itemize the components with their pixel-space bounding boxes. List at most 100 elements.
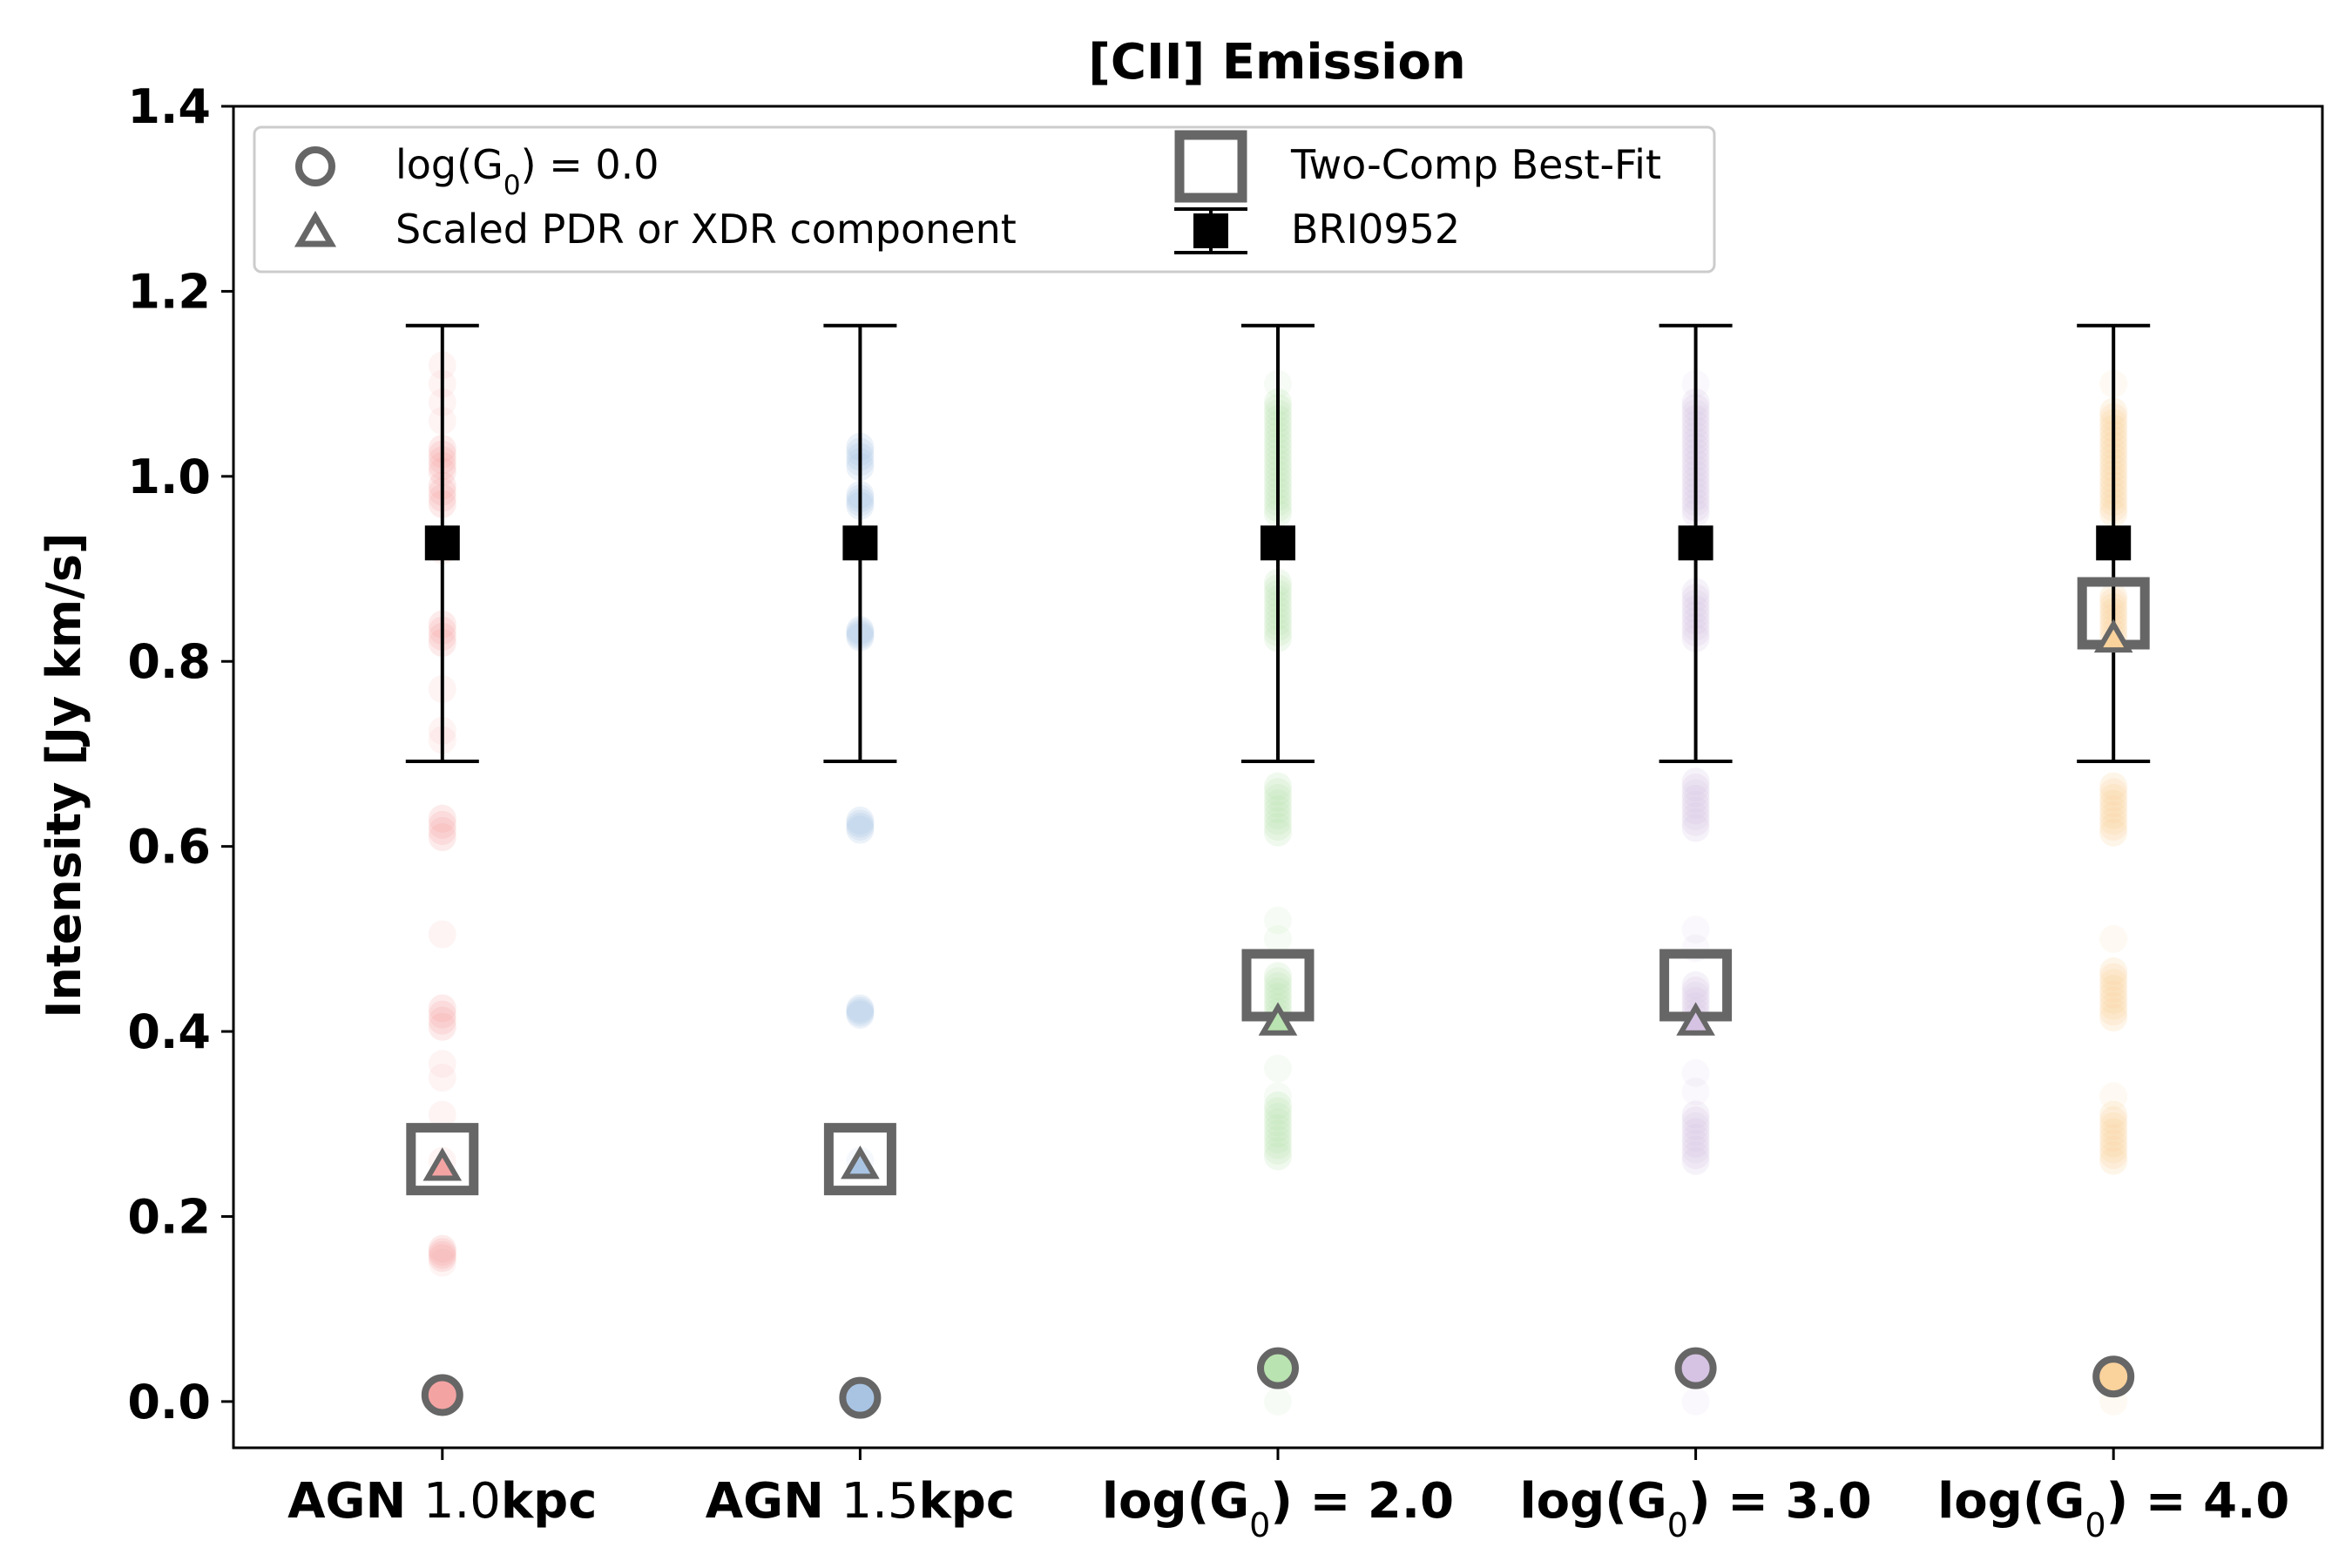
sample-point (1264, 988, 1292, 1017)
best-fit-square (406, 1123, 479, 1196)
sample-point (2099, 1135, 2128, 1164)
sample-point (1681, 1106, 1710, 1135)
sample-point (846, 809, 875, 838)
legend-label: BRI0952 (1291, 206, 1460, 253)
bri0952-errorbar (2077, 323, 2151, 763)
sample-point (2099, 991, 2128, 1020)
sample-point (1264, 807, 1292, 835)
legend-square-marker (1174, 130, 1247, 203)
x-tick-label: log(G0) = 3.0 (1519, 1473, 1871, 1544)
best-fit-square (823, 1123, 896, 1196)
y-tick-label: 0.2 (127, 1189, 211, 1244)
sample-point (1264, 783, 1292, 812)
g0-zero-circle (839, 1376, 882, 1419)
sample-point (1681, 779, 1710, 808)
legend-item: Two-Comp Best-Fit (1174, 130, 1661, 203)
sample-point (1681, 982, 1710, 1010)
sample-point (2099, 963, 2128, 991)
sample-point (1681, 987, 1710, 1016)
sample-point (1681, 1124, 1710, 1152)
sample-point (2099, 1082, 2128, 1111)
sample-point (428, 810, 456, 839)
bri0952-errorbar (823, 323, 897, 763)
sample-point (1681, 977, 1710, 1005)
sample-point (846, 815, 875, 844)
sample-point (1681, 1387, 1710, 1416)
y-axis-label: Intensity [Jy km/s] (37, 532, 91, 1017)
sample-point (1264, 967, 1292, 996)
sample-point (2099, 1106, 2128, 1135)
scaled-component-triangle (1676, 1002, 1715, 1036)
x-tick-label: log(G0) = 4.0 (1937, 1473, 2289, 1544)
scaled-component-triangle (841, 1145, 880, 1179)
sample-point (428, 1006, 456, 1035)
sample-point (846, 994, 875, 1023)
sample-point (1264, 801, 1292, 829)
sample-point (1264, 778, 1292, 807)
sample-point (1264, 813, 1292, 841)
bri0952-marker (1260, 525, 1295, 561)
sample-point (1264, 972, 1292, 1001)
sample-point (2099, 980, 2128, 1009)
g0-zero-circle (2092, 1355, 2135, 1398)
sample-point (1264, 1082, 1292, 1111)
sample-point (2099, 1129, 2128, 1158)
sample-point (2099, 778, 2128, 807)
sample-point (428, 1012, 456, 1041)
bri0952-marker (424, 525, 460, 561)
sample-point (2099, 1141, 2128, 1170)
y-tick-label: 0.8 (127, 634, 211, 689)
sample-point (2099, 789, 2128, 818)
sample-point (2099, 974, 2128, 1003)
sample-point (2099, 957, 2128, 986)
y-tick-label: 0.4 (127, 1004, 211, 1059)
sample-point (1681, 796, 1710, 825)
legend-item: Scaled PDR or XDR component (294, 206, 1017, 253)
bri0952-errorbar (1659, 323, 1733, 763)
sample-point (846, 998, 875, 1027)
sample-point (1681, 970, 1710, 999)
scaled-component-triangle (1258, 1002, 1298, 1036)
sample-point (2099, 807, 2128, 835)
sample-point (2099, 1004, 2128, 1032)
sample-point (428, 1244, 456, 1273)
sample-point (2099, 801, 2128, 829)
sample-point (1681, 1129, 1710, 1158)
sample-point (1681, 1100, 1710, 1129)
sample-point (1681, 1112, 1710, 1140)
sample-point (2099, 924, 2128, 953)
sample-point (1264, 924, 1292, 953)
x-tick-label: AGN 1.0kpc (287, 1473, 597, 1530)
sample-point (1264, 962, 1292, 990)
sample-point (1264, 906, 1292, 935)
sample-point (846, 996, 875, 1024)
bri0952-marker (842, 525, 878, 561)
scaled-component-triangle (2093, 618, 2133, 653)
sample-point (1264, 1125, 1292, 1153)
sample-point (846, 812, 875, 841)
sample-point (1681, 1058, 1710, 1087)
sample-point (1264, 795, 1292, 824)
sample-point (428, 804, 456, 833)
sample-point (2099, 813, 2128, 841)
sample-point (1264, 1108, 1292, 1137)
sample-point (428, 1238, 456, 1267)
sample-point (428, 1240, 456, 1269)
sample-point (1264, 1113, 1292, 1142)
y-tick-label: 0.0 (127, 1375, 211, 1429)
sample-point (2099, 1146, 2128, 1175)
bri0952-errorbar (405, 323, 479, 763)
sample-point (2099, 997, 2128, 1026)
x-axis-ticks: AGN 1.0kpc AGN 1.5kpc log(G0) = 2.0 log(G0)… (287, 1448, 2289, 1544)
legend-triangle-marker (294, 211, 337, 247)
sample-point (1681, 773, 1710, 801)
legend-label: log(G0) = 0.0 (395, 141, 659, 201)
sample-point (1264, 818, 1292, 847)
sample-point (428, 1234, 456, 1263)
sample-point (1681, 785, 1710, 814)
sample-point (2099, 795, 2128, 824)
y-axis-ticks: 0.0 0.2 0.4 0.6 0.8 1.0 1.2 1.4 (127, 79, 233, 1429)
legend-item: log(G0) = 0.0 (295, 141, 659, 201)
sample-point (428, 920, 456, 949)
